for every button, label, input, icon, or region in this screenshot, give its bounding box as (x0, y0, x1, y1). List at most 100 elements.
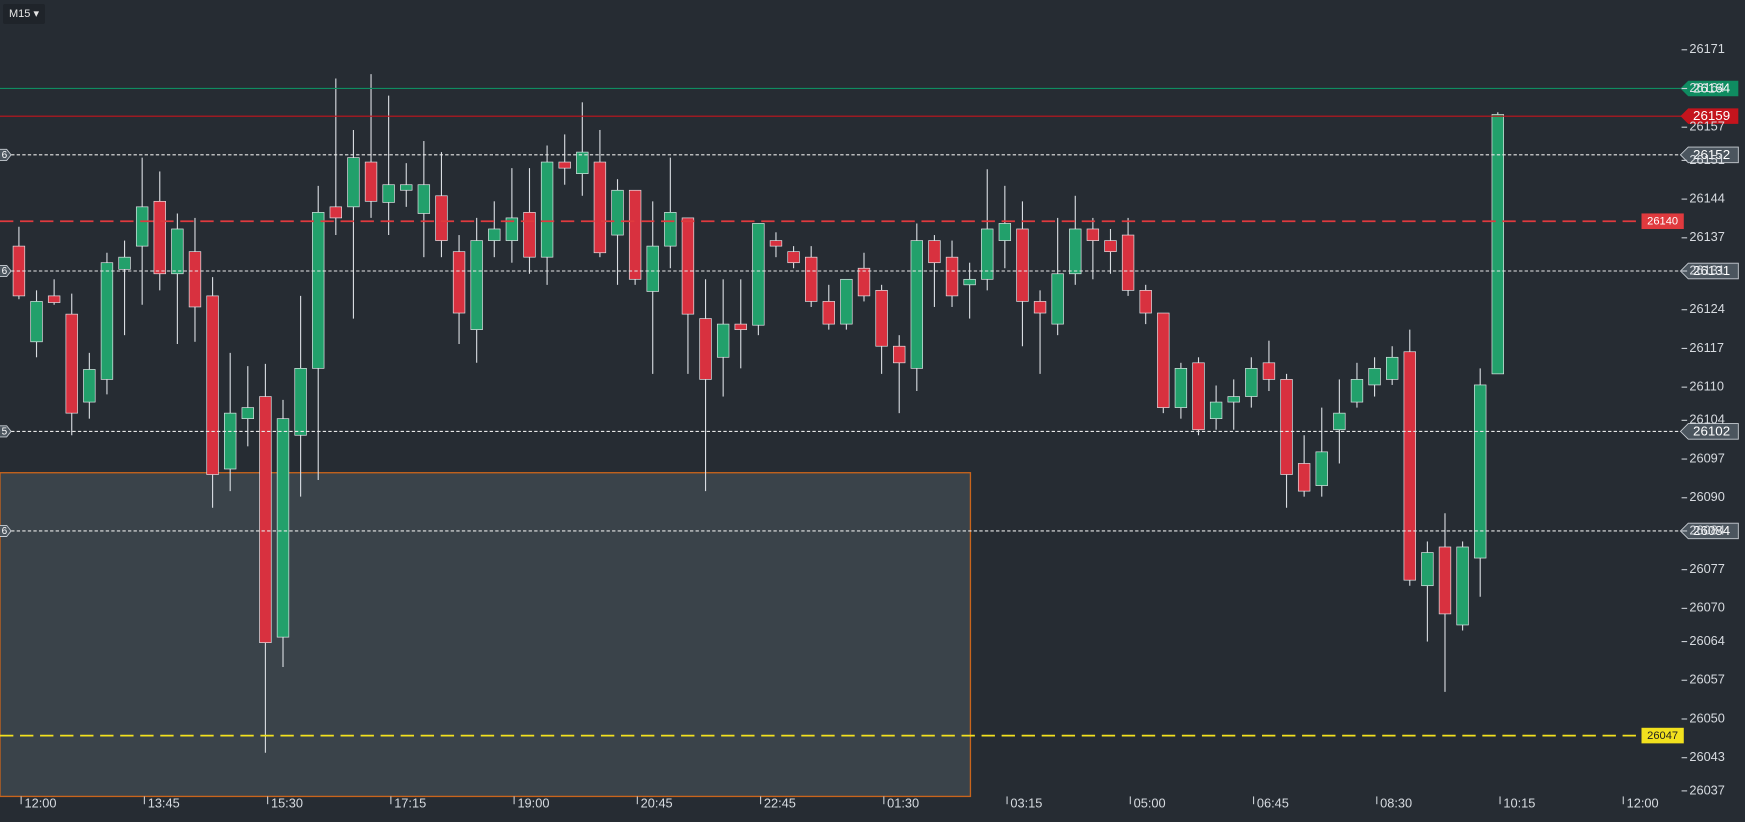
candle-body (1368, 368, 1381, 386)
x-tick-label: 06:45 (1257, 796, 1289, 811)
candle-body (1350, 379, 1364, 403)
candle-body (1456, 546, 1469, 626)
candle-body (1157, 312, 1170, 408)
x-tick-label: 19:00 (517, 796, 549, 811)
left-badge-label: 5 (2, 427, 8, 438)
x-tick-label: 15:30 (271, 796, 303, 811)
candle-body (1227, 396, 1240, 403)
left-badge-label: 6 (2, 150, 8, 161)
y-tick-label: 26084 (1689, 522, 1725, 537)
price-badge (1641, 213, 1684, 230)
candle-body (1069, 228, 1082, 275)
candle-body (1315, 451, 1328, 486)
price-badge-label: 26102 (1693, 423, 1730, 438)
candle-body (224, 412, 237, 470)
left-badge-label: 6 (2, 526, 8, 537)
candle-body (65, 313, 78, 414)
candle-body (734, 323, 747, 330)
candle-body (1385, 356, 1399, 380)
candle-body (1403, 351, 1416, 581)
candle-body (417, 184, 431, 214)
candle-body (664, 212, 677, 247)
candle-body (1139, 290, 1152, 314)
left-badge (0, 264, 12, 278)
candle-body (1192, 362, 1205, 431)
y-tick-label: 26050 (1689, 710, 1725, 725)
y-tick-label: 26131 (1689, 262, 1725, 277)
price-badge-label: 26152 (1693, 147, 1730, 162)
candle-body (276, 418, 290, 638)
candle-body (505, 217, 519, 241)
candle-body (1104, 240, 1117, 252)
y-tick-label: 26037 (1689, 782, 1725, 797)
candle-body (928, 240, 941, 264)
x-tick-label: 01:30 (887, 796, 919, 811)
y-tick-label: 26124 (1689, 301, 1725, 316)
price-badge (1641, 727, 1684, 744)
candle-body (1016, 228, 1029, 302)
candle-body (171, 228, 184, 275)
zone-box (0, 472, 972, 798)
candle-body (1262, 362, 1276, 380)
x-tick-label: 10:15 (1503, 796, 1535, 811)
candle-body (1086, 228, 1100, 241)
price-badge (1679, 522, 1739, 540)
candle-body (523, 212, 536, 258)
price-badge-label: 26164 (1693, 81, 1731, 96)
candle-body (998, 223, 1012, 241)
candle-body (1051, 273, 1064, 325)
price-badge (1680, 80, 1739, 97)
candle-body (206, 295, 219, 475)
candle-body (593, 161, 607, 254)
candle-body (769, 240, 783, 247)
candle-body (259, 396, 272, 643)
y-tick-label: 26064 (1689, 633, 1725, 648)
candle-body (83, 369, 96, 403)
candle-body (981, 228, 994, 280)
candle-body (1280, 379, 1293, 475)
candle-body (857, 267, 871, 297)
candle-body (1209, 401, 1223, 420)
candle-body (963, 278, 976, 286)
timeframe-button[interactable]: M15 ▾ (3, 4, 45, 24)
candle-body (1121, 234, 1135, 291)
candle-body (100, 262, 114, 380)
candle-body (452, 251, 466, 314)
candle-body (118, 256, 131, 270)
left-badge (0, 425, 12, 438)
y-tick-label: 26057 (1689, 672, 1725, 687)
candle-body (435, 195, 448, 241)
timeframe-label: M15 (9, 8, 31, 20)
price-badge-label: 26084 (1693, 523, 1731, 538)
x-tick-label: 03:15 (1010, 796, 1042, 811)
candle-body (188, 251, 202, 308)
candle-body (1421, 552, 1434, 587)
candle-body (135, 206, 149, 247)
candle-body (30, 301, 43, 343)
price-badge (1679, 423, 1739, 440)
y-tick-label: 26043 (1689, 749, 1725, 764)
candle-body (646, 245, 659, 292)
y-tick-label: 26164 (1689, 80, 1725, 95)
price-badge-label: 26131 (1693, 263, 1730, 278)
candle-body (347, 157, 360, 208)
y-tick-label: 26144 (1689, 190, 1725, 205)
y-tick-label: 26097 (1689, 450, 1725, 465)
candle-body (628, 189, 642, 280)
candle-body (805, 256, 818, 302)
price-badge (1679, 146, 1739, 164)
candle-body (1333, 412, 1346, 431)
candle-body (875, 290, 888, 347)
y-tick-label: 26077 (1689, 561, 1725, 576)
y-tick-label: 26104 (1689, 412, 1725, 427)
candle-body (364, 161, 378, 202)
y-tick-label: 26090 (1689, 489, 1725, 504)
candle-body (910, 240, 923, 369)
x-tick-label: 05:00 (1134, 796, 1166, 811)
candle-body (488, 228, 501, 241)
left-badge (0, 148, 12, 161)
price-badge-label: 26047 (1647, 730, 1678, 742)
candle-body (699, 318, 712, 380)
candle-body (294, 368, 307, 436)
